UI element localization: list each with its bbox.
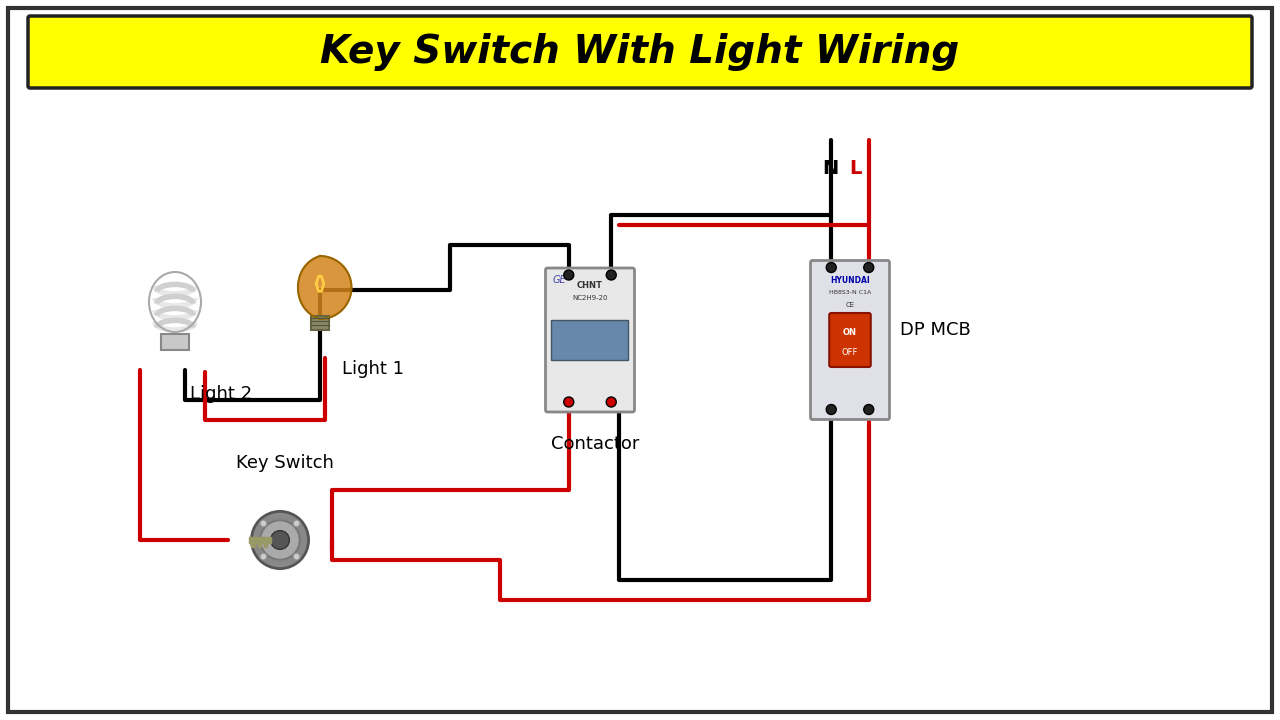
Polygon shape (248, 537, 270, 543)
Text: DP MCB: DP MCB (900, 321, 970, 339)
Polygon shape (251, 543, 255, 547)
Text: NC2H9-20: NC2H9-20 (572, 295, 608, 301)
Text: CE: CE (845, 302, 855, 307)
FancyBboxPatch shape (829, 313, 870, 367)
Text: OFF: OFF (842, 348, 858, 356)
Circle shape (260, 553, 268, 560)
Circle shape (270, 531, 289, 549)
Circle shape (293, 520, 301, 527)
Circle shape (251, 511, 308, 569)
Circle shape (607, 397, 616, 407)
Text: HYUNDAI: HYUNDAI (831, 276, 870, 285)
Polygon shape (298, 256, 352, 319)
Circle shape (260, 521, 300, 559)
Circle shape (827, 405, 836, 415)
Text: HB8S3-N C1A: HB8S3-N C1A (829, 290, 872, 295)
Text: Light 2: Light 2 (189, 385, 252, 403)
Text: GE: GE (553, 275, 566, 285)
Circle shape (827, 263, 836, 272)
Bar (160, 334, 189, 350)
FancyBboxPatch shape (28, 16, 1252, 88)
Bar (552, 320, 628, 360)
Circle shape (563, 397, 573, 407)
Text: Light 1: Light 1 (342, 360, 404, 378)
Circle shape (563, 270, 573, 280)
Text: L: L (849, 159, 861, 178)
FancyBboxPatch shape (545, 268, 635, 412)
Text: N: N (822, 159, 838, 178)
Circle shape (864, 405, 874, 415)
Circle shape (864, 263, 874, 272)
Text: Contactor: Contactor (550, 435, 639, 453)
Text: Key Switch With Light Wiring: Key Switch With Light Wiring (320, 33, 960, 71)
Text: CHNT: CHNT (577, 281, 603, 289)
Text: ON: ON (844, 328, 858, 336)
Bar (311, 316, 329, 330)
FancyBboxPatch shape (810, 261, 890, 420)
Polygon shape (264, 543, 268, 547)
Polygon shape (257, 543, 261, 547)
Circle shape (607, 270, 616, 280)
Circle shape (293, 553, 301, 560)
Text: Key Switch: Key Switch (236, 454, 334, 472)
Circle shape (260, 520, 268, 527)
